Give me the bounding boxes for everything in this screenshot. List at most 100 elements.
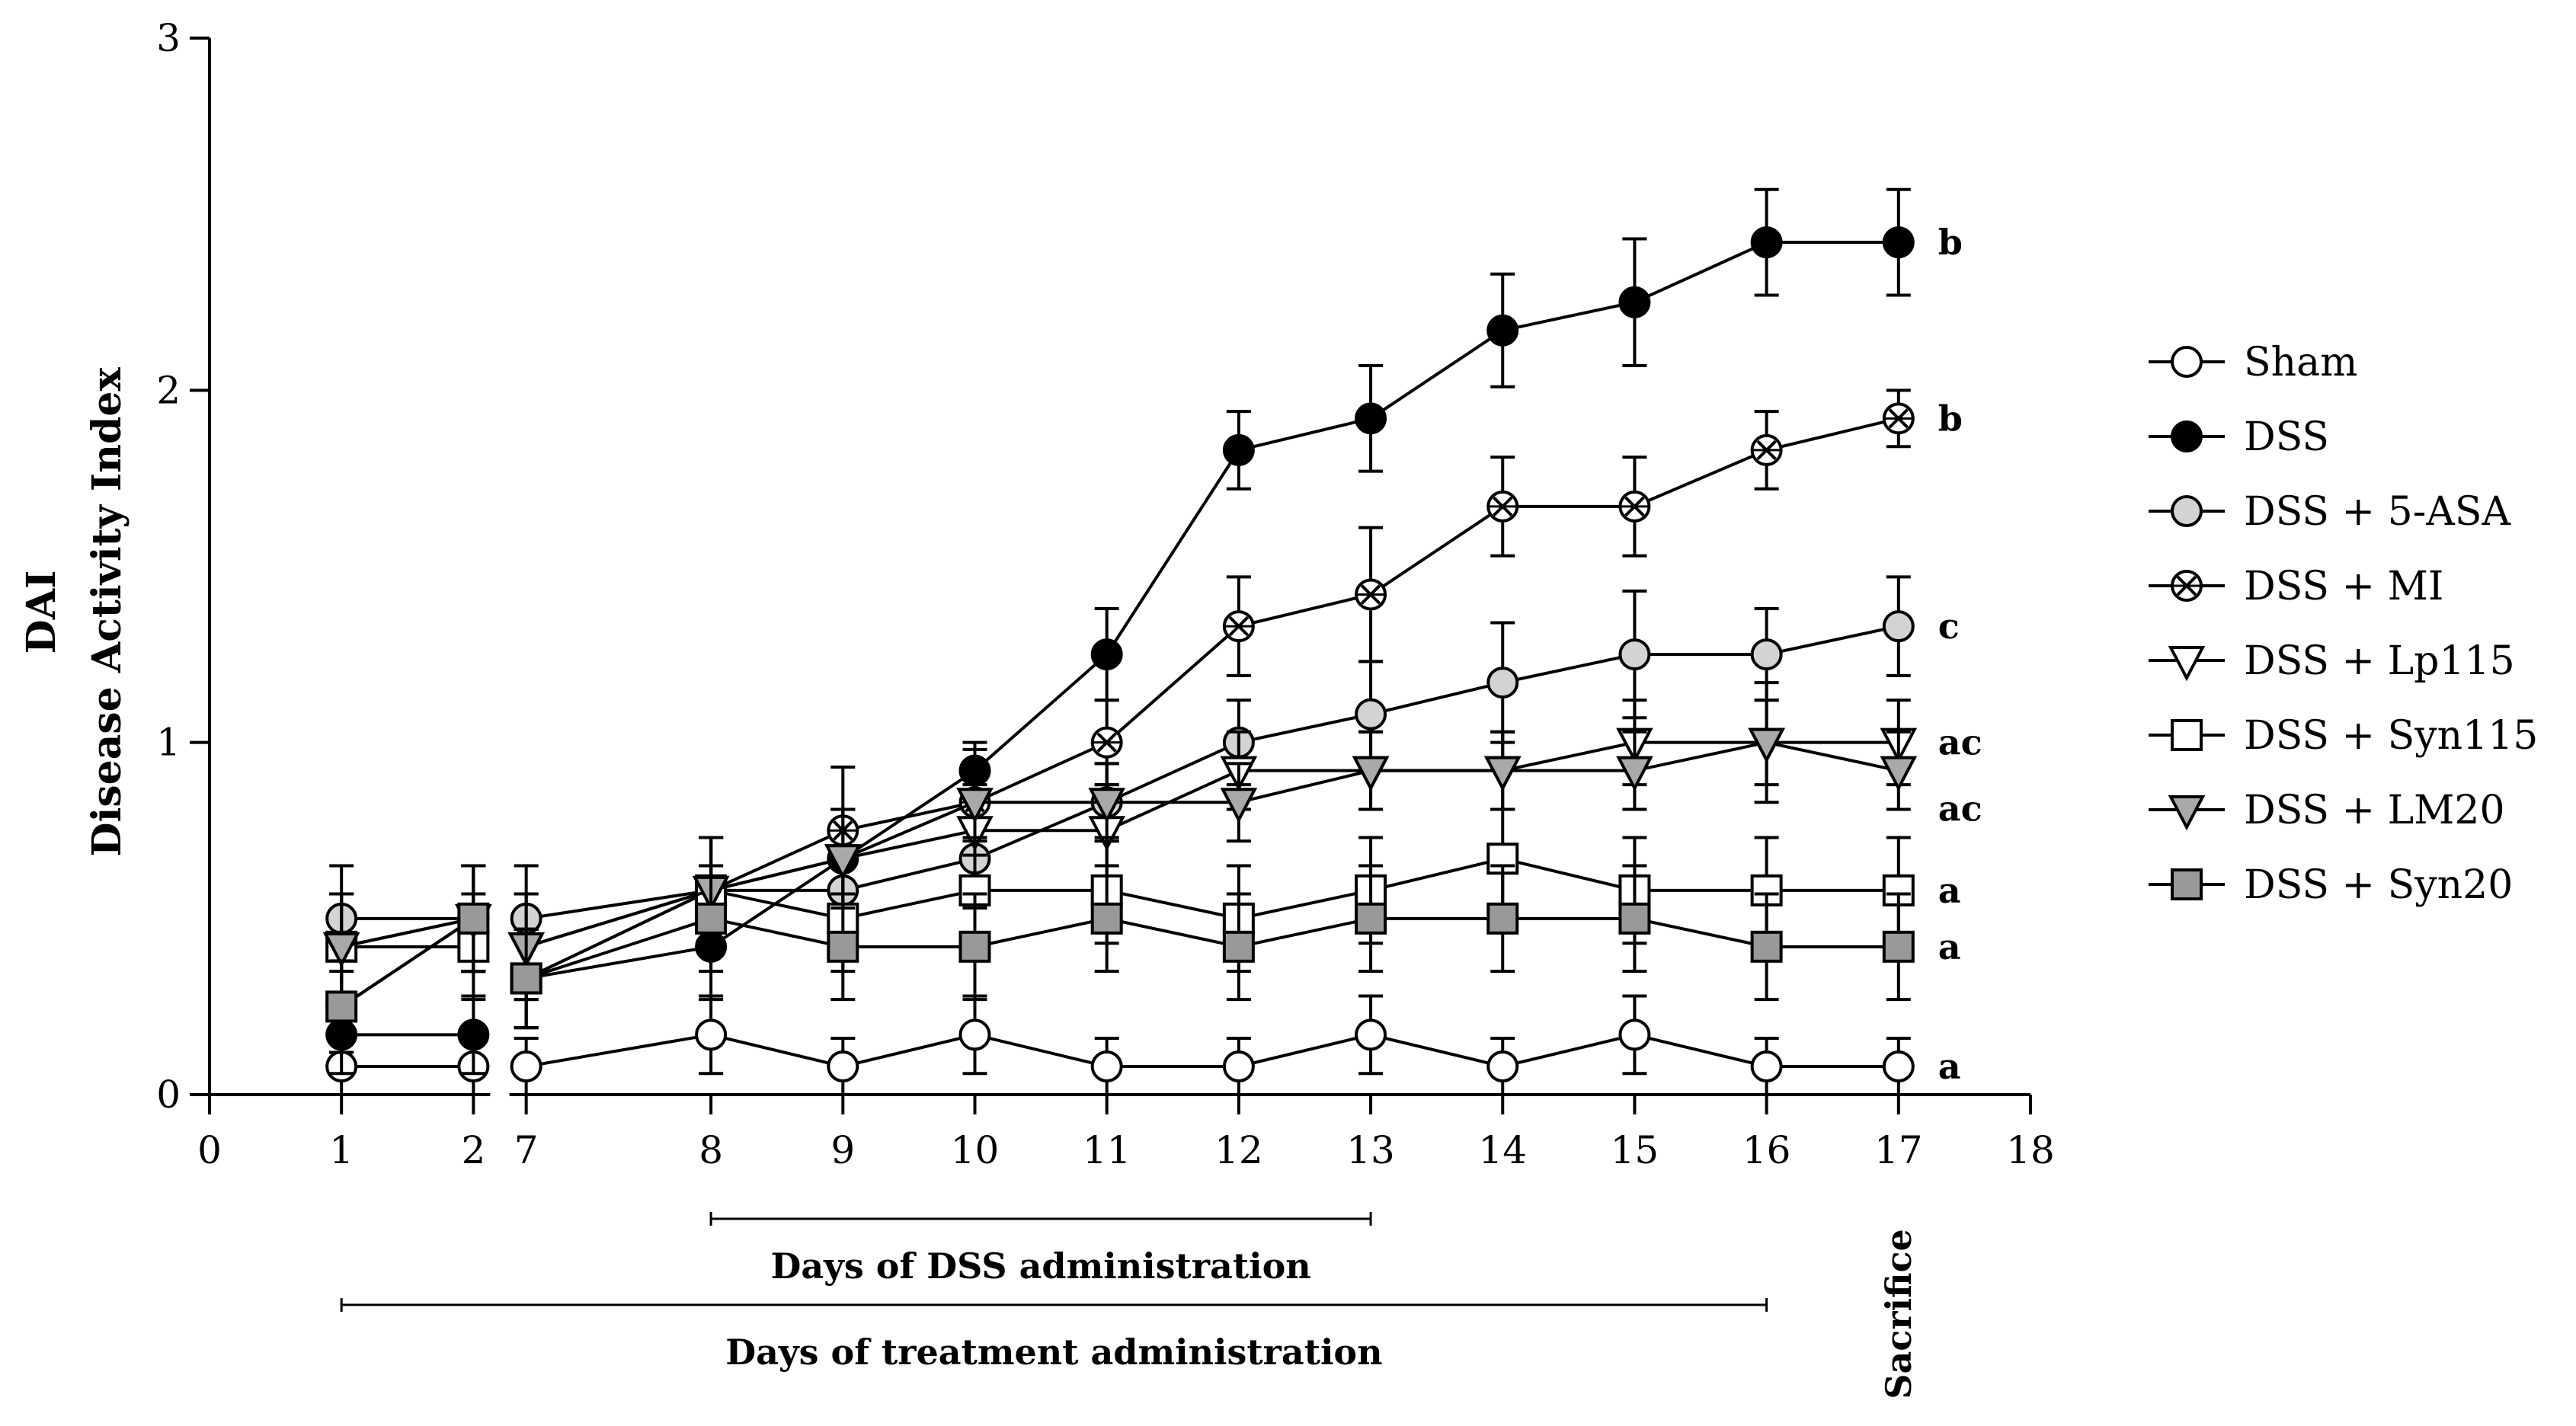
series-group: [322, 187, 1918, 1096]
series-line: [526, 740, 1899, 948]
data-point: [1618, 638, 1651, 671]
legend-marker: [2171, 346, 2203, 378]
data-point: [1486, 902, 1519, 935]
data-point: [1222, 433, 1255, 466]
data-point: [1355, 698, 1387, 731]
x-tick-label: 12: [1214, 1128, 1263, 1172]
data-point: [1750, 226, 1783, 259]
series-line: [526, 625, 1899, 920]
data-point: [695, 902, 728, 935]
data-point: [510, 962, 542, 995]
y-axis-label-abbrev: DAI: [18, 571, 65, 654]
y-tick-label: 1: [156, 721, 181, 765]
data-point: [1355, 1018, 1387, 1051]
data-point: [1355, 902, 1387, 935]
data-point: [1090, 638, 1123, 671]
data-point: [824, 844, 862, 880]
data-point: [1090, 902, 1123, 935]
x-tick-label: 1: [329, 1128, 354, 1172]
x-tick-label: 11: [1083, 1128, 1131, 1172]
series-dss-syn20: [325, 864, 1915, 1054]
data-point: [457, 1018, 490, 1051]
legend-entry: Sham: [2149, 340, 2357, 385]
data-point: [322, 932, 360, 968]
series-line: [526, 1033, 1899, 1069]
series-line: [341, 916, 474, 948]
legend-marker: [2171, 719, 2203, 751]
data-point: [1618, 1018, 1651, 1051]
y-tick-label: 3: [156, 16, 181, 60]
data-point: [1222, 1050, 1255, 1083]
legend-entry: DSS + Syn20: [2149, 862, 2513, 908]
legend-marker: [2171, 868, 2203, 900]
data-point: [1748, 727, 1785, 763]
legend-entry: DSS: [2149, 414, 2329, 460]
x-tick-label: 8: [699, 1128, 723, 1172]
sacrifice-label: Sacrifice: [1878, 1229, 1919, 1399]
data-point: [1222, 930, 1255, 963]
period-bracket: Days of DSS administration: [709, 1212, 1372, 1287]
data-point: [1355, 578, 1387, 611]
data-point: [1750, 1050, 1783, 1083]
legend-label: DSS: [2244, 414, 2329, 460]
data-point: [1882, 226, 1915, 259]
legend-entry: DSS + LM20: [2149, 788, 2505, 833]
legend-label: Sham: [2244, 340, 2357, 385]
y-axis-title: DAI Disease Activity Index: [18, 366, 130, 856]
legend-label: DSS + Lp115: [2244, 638, 2515, 684]
legend-marker: [2171, 495, 2203, 527]
x-tick-label: 0: [197, 1128, 222, 1172]
period-label: Days of treatment administration: [725, 1332, 1382, 1373]
legend-label: DSS + MI: [2244, 564, 2443, 609]
x-tick-label: 18: [2006, 1128, 2055, 1172]
x-ticks: 0 1 2 7 8 9 10 11 12 13 14 15 16 17 18: [197, 1095, 2055, 1172]
series-dss: [325, 187, 1915, 1076]
y-axis-label-full: Disease Activity Index: [84, 366, 130, 856]
y-ticks: 0 1 2 3: [156, 16, 210, 1117]
data-point: [1486, 667, 1519, 699]
data-point: [1088, 788, 1125, 823]
data-point: [1352, 756, 1390, 791]
data-point: [1090, 1050, 1123, 1083]
data-point: [1618, 902, 1651, 935]
significance-label: b: [1938, 222, 1963, 263]
data-point: [956, 788, 994, 823]
series-dss-mi: [325, 388, 1915, 1054]
series-sham: [325, 994, 1915, 1096]
series-line: [526, 916, 1899, 980]
series-line: [525, 857, 1899, 980]
data-point: [1090, 726, 1123, 759]
series-line: [526, 740, 1899, 948]
legend-entry: DSS + MI: [2149, 564, 2443, 609]
series-line: [341, 917, 475, 1009]
data-point: [325, 990, 358, 1023]
significance-label: a: [1938, 926, 1961, 967]
legend-marker: [2171, 420, 2203, 452]
data-point: [1882, 402, 1915, 435]
x-tick-label: 2: [461, 1128, 485, 1172]
legend-label: DSS + LM20: [2244, 788, 2505, 833]
period-label: Days of DSS administration: [770, 1245, 1310, 1287]
data-point: [1486, 1050, 1519, 1083]
legend-entry: DSS + 5-ASA: [2149, 489, 2511, 535]
data-point: [1220, 788, 1258, 823]
data-point: [1486, 490, 1519, 523]
legend-marker: [2171, 570, 2203, 602]
y-tick-label: 2: [156, 368, 181, 412]
significance-label: a: [1938, 870, 1961, 911]
data-point: [958, 1018, 991, 1051]
data-point: [1880, 756, 1918, 791]
data-point: [1483, 756, 1522, 791]
x-tick-label: 15: [1611, 1128, 1659, 1172]
data-point: [1616, 756, 1653, 791]
data-point: [510, 1050, 542, 1083]
data-point: [1750, 930, 1783, 963]
data-point: [695, 1018, 728, 1051]
legend-entry: DSS + Lp115: [2149, 638, 2515, 684]
legend: Sham DSS DSS + 5-ASA DSS + MI DSS + Lp115 DSS…: [2149, 340, 2538, 908]
x-tick-label: 16: [1742, 1128, 1791, 1172]
x-tick-label: 7: [514, 1128, 539, 1172]
